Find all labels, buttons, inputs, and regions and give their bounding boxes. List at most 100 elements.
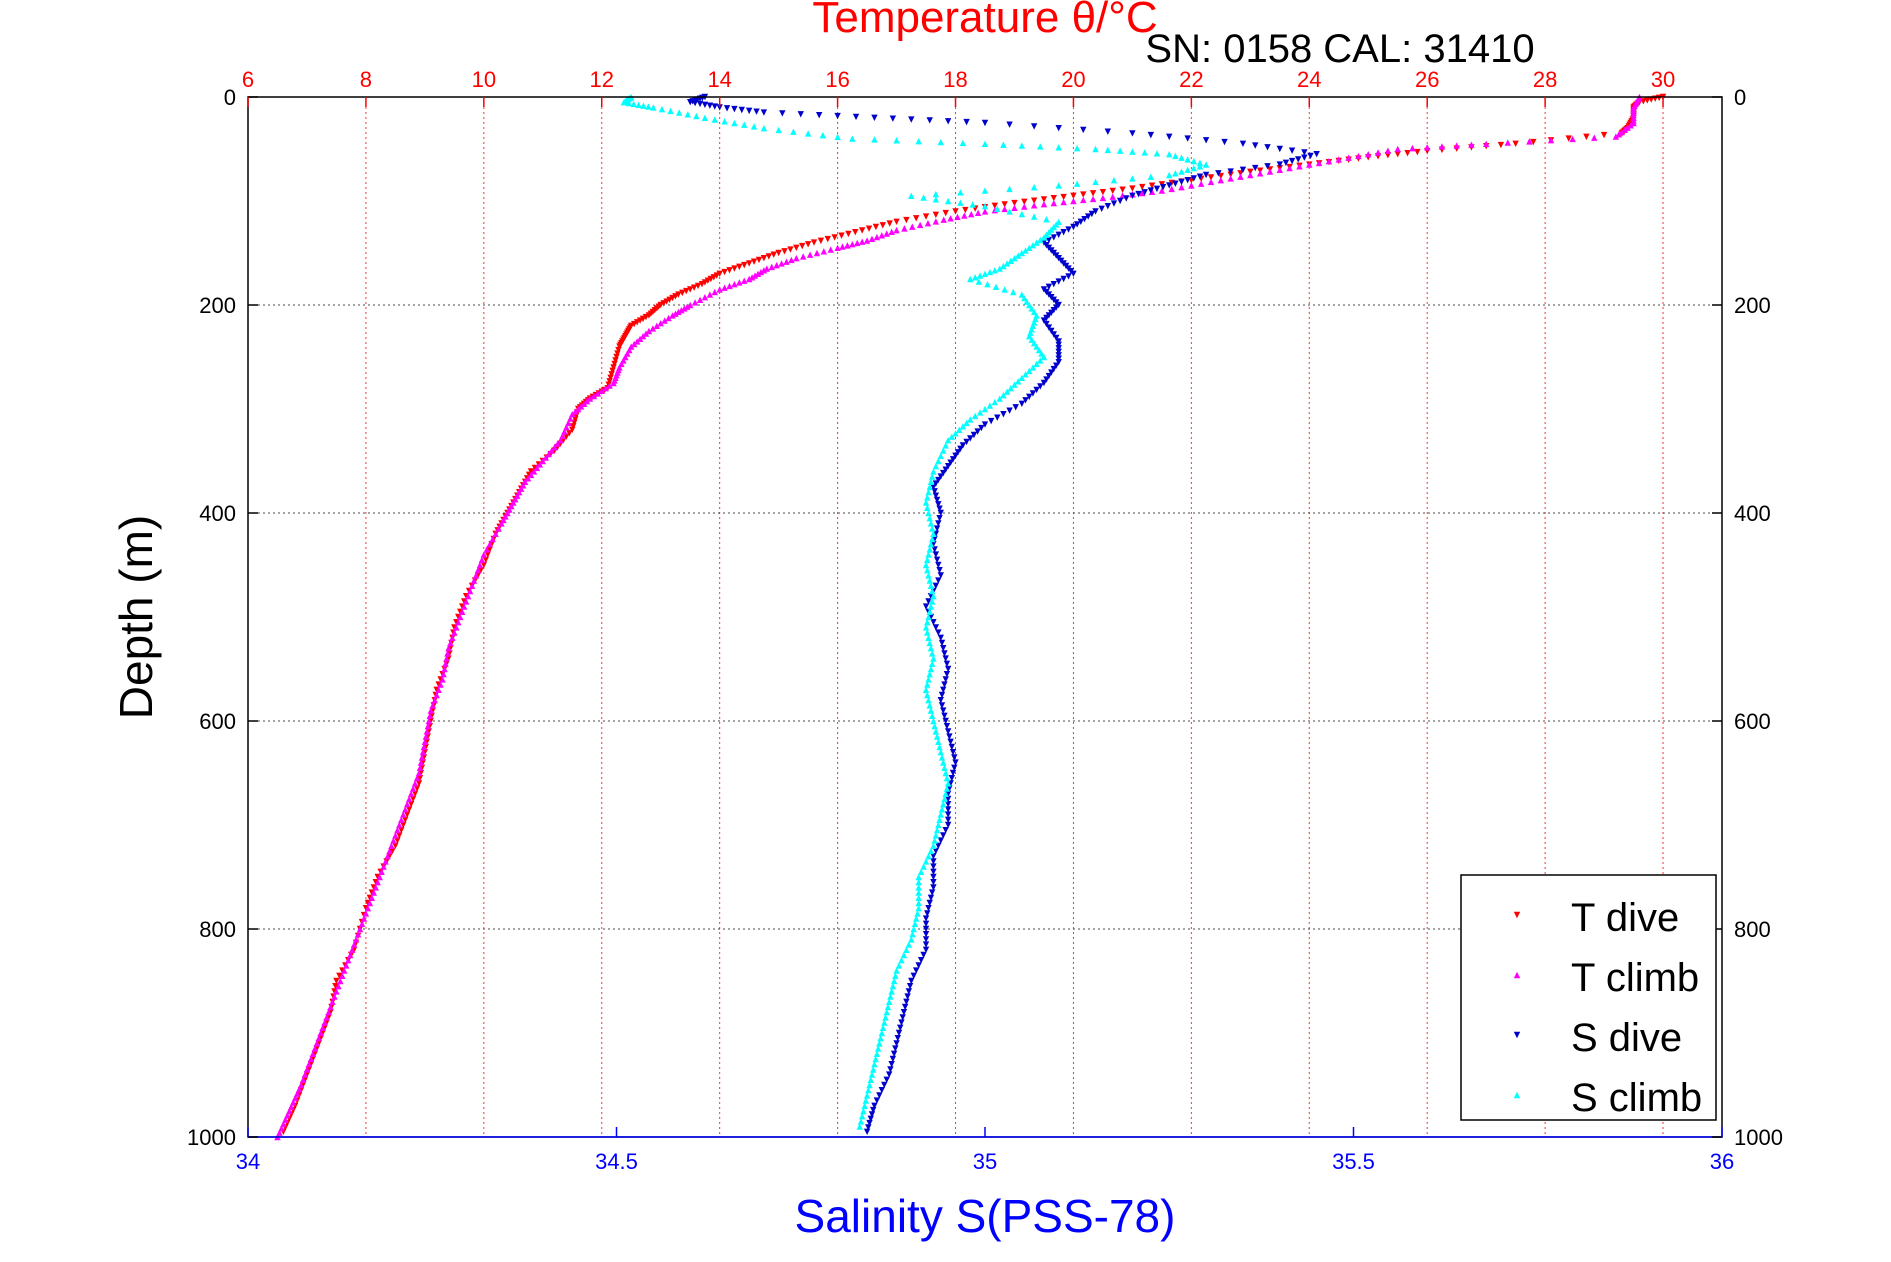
data-point <box>937 452 944 459</box>
data-point <box>941 712 948 719</box>
data-point <box>1104 203 1112 210</box>
data-point <box>952 430 959 437</box>
data-point <box>893 137 900 144</box>
data-point <box>536 461 544 468</box>
data-point <box>1018 142 1026 149</box>
data-point <box>925 489 932 496</box>
data-point <box>935 842 942 849</box>
data-point <box>1591 134 1598 141</box>
data-point <box>1374 149 1382 156</box>
depth-tick-label-left: 800 <box>199 917 236 942</box>
data-point <box>1043 320 1050 328</box>
data-point <box>1618 128 1625 136</box>
depth-tick-label-left: 400 <box>199 501 236 526</box>
data-point <box>1306 161 1313 168</box>
data-point <box>922 603 930 610</box>
data-point <box>630 320 638 328</box>
data-point <box>741 277 748 284</box>
data-point <box>926 702 933 709</box>
data-point <box>928 889 936 896</box>
data-point <box>1264 144 1271 151</box>
data-point <box>721 284 728 291</box>
data-point <box>815 112 823 119</box>
data-point <box>563 433 570 440</box>
data-point <box>723 105 731 112</box>
data-point <box>927 613 935 621</box>
data-point <box>721 268 728 276</box>
data-point <box>961 212 968 219</box>
data-point <box>944 821 952 829</box>
data-point <box>1565 135 1572 142</box>
data-point <box>1043 376 1050 383</box>
data-point <box>943 785 951 792</box>
data-point <box>906 983 914 990</box>
data-point <box>865 1124 872 1131</box>
data-point <box>1055 352 1062 359</box>
data-point <box>804 130 812 137</box>
data-point <box>1153 150 1161 157</box>
data-point <box>1184 177 1191 184</box>
data-point <box>887 1066 894 1073</box>
legend-entry: S climb <box>1513 1076 1702 1120</box>
data-point <box>396 821 403 829</box>
data-point <box>370 889 377 896</box>
data-point <box>838 232 845 239</box>
data-point <box>405 795 413 803</box>
data-point <box>925 634 932 641</box>
data-point <box>642 330 650 337</box>
data-point <box>922 936 930 943</box>
salinity-tick-label: 35.5 <box>1332 1149 1375 1174</box>
data-point <box>1028 336 1035 343</box>
data-point <box>409 795 417 803</box>
data-point <box>1030 197 1038 204</box>
data-point <box>793 244 800 251</box>
data-point <box>873 233 881 241</box>
data-point <box>1104 128 1112 135</box>
data-point <box>888 1061 895 1068</box>
data-point <box>1135 190 1142 198</box>
data-point <box>445 645 452 652</box>
data-point <box>1227 168 1234 175</box>
data-point <box>1282 159 1290 167</box>
data-point <box>932 847 940 855</box>
temperature-tick-label: 18 <box>943 67 967 92</box>
data-point <box>994 205 1001 212</box>
data-point <box>932 492 940 499</box>
data-point <box>464 593 472 600</box>
data-point <box>280 1120 287 1128</box>
data-point <box>874 1045 882 1052</box>
data-point <box>1021 198 1028 206</box>
data-point <box>770 251 777 258</box>
data-point <box>932 530 940 537</box>
data-point <box>931 837 938 844</box>
data-point <box>852 113 860 121</box>
data-point <box>567 415 574 422</box>
data-point <box>928 650 936 657</box>
data-point <box>572 408 579 415</box>
data-point <box>903 998 910 1005</box>
data-point <box>978 424 985 432</box>
data-point <box>1159 183 1167 191</box>
data-point <box>949 749 957 756</box>
data-point <box>1414 148 1421 156</box>
data-point <box>706 102 714 109</box>
data-point <box>431 697 438 704</box>
data-point <box>863 1128 871 1135</box>
data-point <box>871 1061 878 1068</box>
depth-tick-label-right: 200 <box>1734 293 1771 318</box>
data-point <box>1288 157 1296 165</box>
data-point <box>288 1103 295 1110</box>
data-point <box>1196 159 1204 167</box>
data-point <box>1621 126 1628 133</box>
data-point <box>1011 204 1018 211</box>
data-point <box>701 114 709 121</box>
data-point <box>333 988 340 995</box>
data-point <box>396 832 403 839</box>
data-point <box>839 243 846 250</box>
data-point <box>660 300 667 307</box>
data-point <box>658 105 666 113</box>
data-point <box>849 135 856 142</box>
data-point <box>881 1081 888 1089</box>
data-point <box>942 442 949 449</box>
data-point <box>925 676 932 683</box>
